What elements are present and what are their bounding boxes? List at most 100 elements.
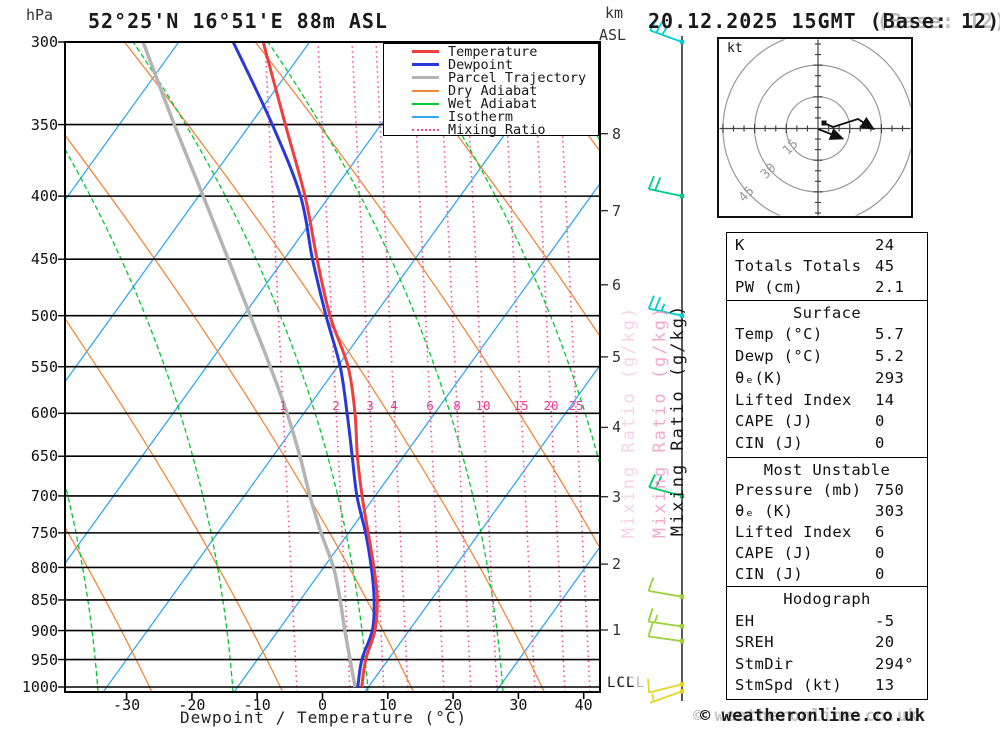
legend-swatch-wet-adiabat — [412, 102, 439, 105]
stats-row-label: StmDir — [735, 654, 794, 673]
wind-barb-feather — [647, 622, 654, 637]
stats-row: CIN (J) 0 — [727, 433, 927, 455]
wind-barb-feather — [648, 474, 656, 488]
lcl-marker-label: LCL — [607, 675, 636, 691]
stats-row-value: 45 — [875, 257, 895, 275]
stats-row: Totals Totals 45 — [727, 256, 927, 277]
stats-row: θₑ(K) 293 — [727, 368, 927, 390]
pressure-label: 600 — [30, 404, 58, 423]
wind-barb-feather — [647, 577, 655, 592]
pressure-label: 500 — [30, 306, 58, 325]
pressure-label: 900 — [30, 621, 58, 640]
legend-swatch-mixing-ratio — [412, 128, 439, 131]
stats-box-hodograph: Hodograph EH -5 SREH 20 StmDir 294° StmSpd (kt)… — [726, 586, 928, 700]
legend-swatch-parcel-trajectory — [412, 75, 439, 80]
mixing-ratio-label: 2 — [332, 398, 340, 413]
legend-label: Dewpoint — [448, 56, 514, 73]
temperature-label: 40 — [574, 696, 593, 714]
km-label: 6 — [612, 275, 622, 294]
dry-adiabat-line — [516, 42, 600, 153]
pressure-label: 550 — [30, 357, 58, 376]
pressure-label: 350 — [30, 115, 58, 134]
wind-barb-feather — [647, 295, 655, 309]
dewpoint-curve — [231, 42, 376, 688]
stats-row-label: Lifted Index — [735, 523, 852, 542]
stats-row-label: SREH — [735, 633, 774, 652]
temperature-label: -20 — [178, 696, 206, 714]
stats-box-most-unstable: Most Unstable Pressure (mb) 750 θₑ (K) 303 Li… — [726, 456, 928, 588]
stats-row-value: 24 — [875, 236, 895, 254]
legend-swatch-isotherm — [412, 115, 439, 118]
stats-row: Pressure (mb) 750 — [727, 480, 927, 501]
legend-label: Mixing Ratio — [448, 121, 546, 138]
stats-row-value: 293 — [875, 368, 905, 387]
stats-row-value: 0 — [875, 544, 885, 563]
stats-row: Dewp (°C) 5.2 — [727, 346, 927, 368]
stats-row-value: 303 — [875, 502, 905, 521]
station-title: 52°25'N 16°51'E 88m ASL — [88, 9, 388, 33]
hodograph-trace — [823, 116, 876, 130]
wind-barb-staff — [648, 635, 683, 643]
pressure-axis-unit: hPa — [26, 6, 54, 24]
wind-barb-feather — [654, 177, 662, 191]
altitude-axis-unit-km: km — [605, 4, 624, 22]
stats-box-indices: K 24 Totals Totals 45 PW (cm) 2.1 — [726, 232, 928, 301]
wind-barb-feather — [660, 303, 666, 312]
wind-barb-feather — [647, 678, 650, 693]
stats-row: Lifted Index 6 — [727, 522, 927, 543]
wind-barb-staff — [649, 29, 683, 43]
wind-barb-staff — [648, 188, 683, 198]
dry-adiabat-line — [385, 42, 600, 338]
km-label: 5 — [612, 347, 622, 366]
stats-row-label: EH — [735, 611, 755, 630]
wind-barb — [647, 577, 685, 599]
mixing-ratio-label: 3 — [366, 398, 374, 413]
pressure-label: 650 — [30, 447, 58, 466]
wet-adiabat-line — [65, 148, 234, 692]
isotherm-line — [65, 42, 180, 202]
copyright: © weatheronline.co.uk — [700, 706, 926, 726]
stats-row: CAPE (J) 0 — [727, 543, 927, 564]
stats-row: K 24 — [727, 235, 927, 256]
stats-row-label: θₑ (K) — [735, 502, 794, 521]
legend-row: Temperature — [390, 44, 598, 60]
mixing-ratio-label: 10 — [475, 398, 491, 413]
dry-adiabat-line — [123, 42, 545, 692]
stats-row: Lifted Index 14 — [727, 390, 927, 412]
wet-adiabat-line — [65, 481, 99, 692]
hodograph-frame — [717, 37, 913, 218]
hodograph — [717, 37, 913, 218]
wind-barb — [647, 295, 685, 318]
run-base-text: (Base: 12) — [869, 9, 1000, 33]
stats-row-value: 0 — [875, 434, 885, 453]
stats-row-value: 13 — [875, 676, 895, 695]
stats-row-label: Temp (°C) — [735, 325, 823, 344]
legend-swatch-dry-adiabat — [412, 89, 439, 92]
wind-barb-feather — [649, 17, 658, 31]
legend-row: Isotherm — [390, 108, 598, 125]
stats-row-label: K — [735, 236, 745, 254]
pressure-label: 850 — [30, 590, 58, 609]
temperature-curve — [261, 42, 379, 688]
stats-row: StmSpd (kt) 13 — [727, 675, 927, 697]
stats-row-value: 2.1 — [875, 278, 905, 296]
wind-barb — [647, 622, 685, 644]
stats-row-label: CIN (J) — [735, 565, 804, 584]
dry-adiabat-line — [65, 134, 415, 692]
legend-row: Dry Adiabat — [390, 83, 598, 99]
pressure-label: 750 — [30, 523, 58, 542]
stats-row: StmDir 294° — [727, 654, 927, 676]
stats-section-header: Hodograph — [783, 590, 871, 608]
stats-row-value: 20 — [875, 633, 895, 652]
temperature-label: 0 — [317, 696, 328, 714]
legend-label: Isotherm — [448, 108, 514, 125]
stats-row-label: Dewp (°C) — [735, 347, 823, 366]
wind-barb-column — [647, 17, 685, 704]
legend-row: Dewpoint — [390, 56, 598, 73]
wind-barb — [649, 17, 685, 45]
wind-barb-feather — [647, 608, 654, 622]
stats-row-label: Pressure (mb) — [735, 481, 862, 500]
legend-box: Temperature Dewpoint Parcel Trajectory Dry … — [383, 43, 599, 138]
dry-adiabat-line — [65, 526, 153, 692]
